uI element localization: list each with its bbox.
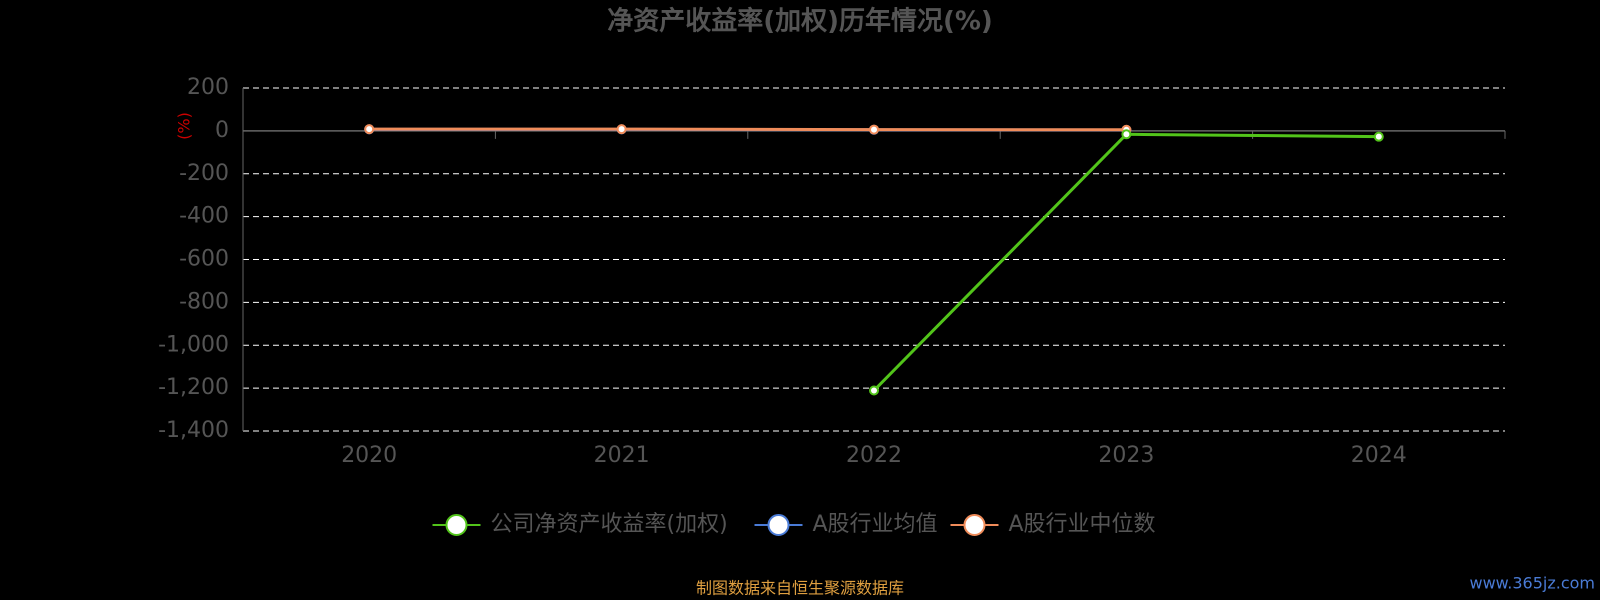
point xyxy=(1373,131,1384,142)
legend-label: 公司净资产收益率(加权) xyxy=(491,512,728,537)
legend-label: A股行业中位数 xyxy=(1009,512,1156,537)
y-tick-label: 200 xyxy=(187,75,229,100)
legend-label: A股行业均值 xyxy=(813,512,938,537)
legend-marker xyxy=(445,514,468,536)
point xyxy=(364,124,375,135)
x-tick-label: 2022 xyxy=(846,443,902,468)
y-tick-label: 0 xyxy=(215,118,229,143)
point xyxy=(869,385,879,396)
y-tick-label: -1,000 xyxy=(158,332,229,357)
y-tick-label: -600 xyxy=(179,247,229,272)
x-tick-label: 2021 xyxy=(594,443,650,468)
x-tick-label: 2023 xyxy=(1098,443,1154,468)
y-tick-label: -200 xyxy=(179,161,229,186)
y-tick-label: -1,400 xyxy=(158,418,229,443)
series-line xyxy=(369,127,1127,132)
chart-title: 净资产收益率(加权)历年情况(%) xyxy=(607,6,993,37)
x-tick-label: 2024 xyxy=(1351,443,1407,468)
watermark: www.365jz.com xyxy=(1469,574,1595,593)
y-tick-label: -400 xyxy=(179,204,229,229)
point xyxy=(616,124,627,135)
y-axis-label: (%) xyxy=(175,112,194,140)
y-tick-label: -1,200 xyxy=(158,375,229,400)
series-line xyxy=(872,132,1379,392)
point xyxy=(869,124,879,135)
legend-marker xyxy=(963,514,986,536)
point xyxy=(1121,129,1132,140)
y-tick-label: -800 xyxy=(179,289,229,314)
x-tick-label: 2020 xyxy=(341,443,397,468)
source: 制图数据来自恒生聚源数据库 xyxy=(696,579,904,598)
legend-marker xyxy=(767,514,790,536)
